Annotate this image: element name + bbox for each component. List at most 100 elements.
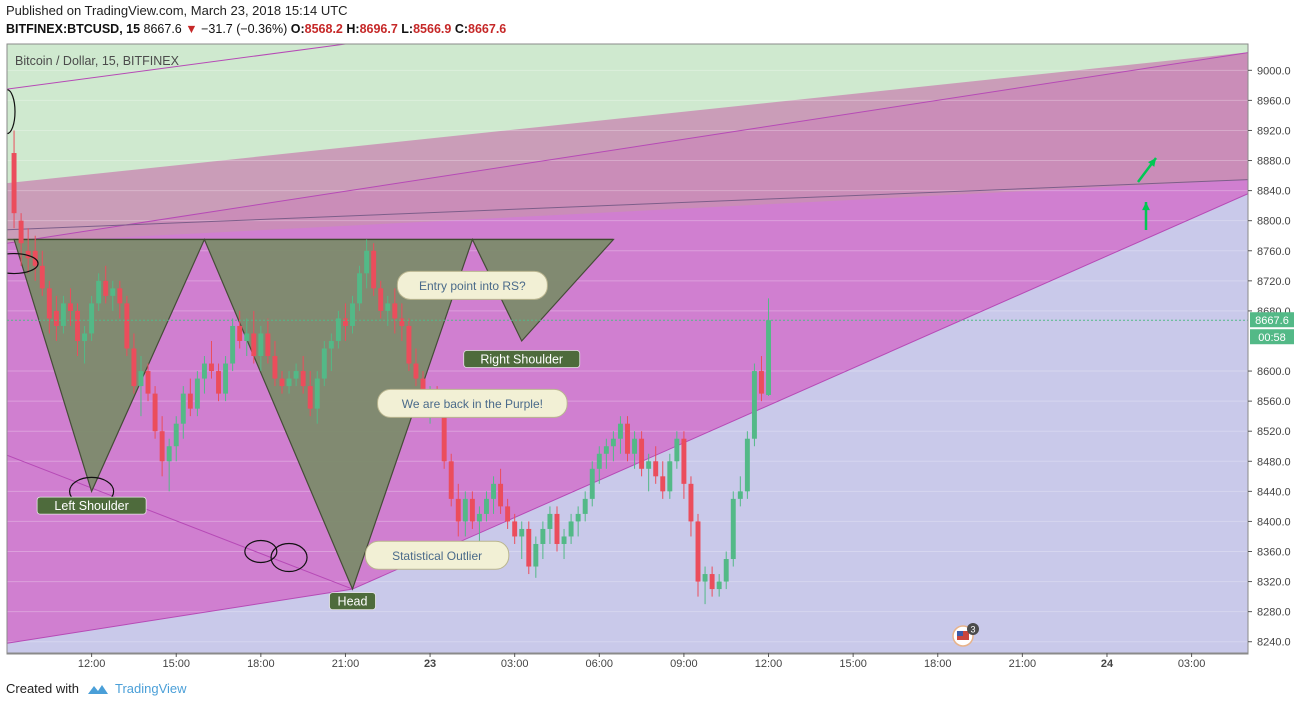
candle-body: [173, 423, 179, 447]
candle-body: [730, 498, 736, 560]
close-label: C:: [454, 22, 469, 36]
candle-body: [378, 288, 384, 311]
symbol-label: BITFINEX:BTCUSD, 15: [6, 22, 141, 36]
candle-body: [688, 483, 694, 522]
y-tick-label: 8280.0: [1257, 607, 1291, 619]
annotation-text: We are back in the Purple!: [402, 397, 543, 411]
y-tick-label: 8600.0: [1257, 366, 1291, 378]
candle-body: [441, 408, 447, 462]
published-caption: Published on TradingView.com, March 23, …: [6, 3, 348, 18]
up-arrow-head: [1142, 202, 1150, 211]
candle-body: [201, 363, 207, 379]
candle-body: [314, 378, 320, 409]
callout-bubble: Entry point into RS?: [396, 270, 548, 300]
candle-body: [469, 498, 475, 522]
candle-body: [744, 438, 750, 492]
candle-body: [18, 220, 24, 244]
flag-canton: [957, 631, 963, 636]
y-tick-label: 8880.0: [1257, 156, 1291, 168]
callout-bg: [396, 270, 548, 300]
x-tick-label: 18:00: [247, 658, 275, 670]
pattern-label: Right Shoulder: [463, 350, 581, 368]
candle-body: [589, 468, 595, 499]
candle-body: [716, 581, 722, 590]
candle-body: [667, 461, 673, 492]
candle-body: [476, 513, 482, 522]
candle-body: [124, 303, 130, 349]
x-tick-label: 15:00: [162, 658, 190, 670]
candle-body: [307, 386, 313, 409]
callout-bg: [377, 388, 568, 418]
candle-body: [512, 521, 518, 537]
candle-body: [328, 340, 334, 349]
x-tick-label: 21:00: [1009, 658, 1037, 670]
descending-support-line: [7, 454, 353, 590]
chart-title: Bitcoin / Dollar, 15, BITFINEX: [15, 54, 180, 68]
change-value: −31.7 (−0.36%): [201, 22, 288, 36]
candle-body: [674, 438, 680, 462]
candle-body: [89, 303, 95, 334]
candle-body: [653, 461, 659, 477]
pattern-label-bg: [36, 496, 147, 515]
pattern-label: Head: [329, 592, 376, 611]
candle-body: [145, 371, 151, 394]
mid-channel-line: [7, 179, 1248, 231]
candle-body: [766, 320, 771, 395]
countdown-tag: [1250, 329, 1294, 345]
candle-body: [660, 476, 666, 492]
candle-body: [11, 153, 17, 214]
candle-body: [681, 438, 687, 484]
candle-body: [554, 513, 560, 544]
candle-body: [526, 528, 532, 567]
x-tick-label: 03:00: [501, 658, 529, 670]
candle-body: [632, 438, 638, 454]
dip-circle-2: [270, 542, 308, 573]
pattern-label: Left Shoulder: [36, 496, 147, 515]
candle-body: [244, 333, 250, 341]
candle-body: [335, 318, 341, 341]
candle-body: [709, 574, 715, 590]
low-label: L:: [401, 22, 414, 36]
down-arrow-icon: ▼: [185, 22, 198, 36]
annotation-text: Head: [338, 595, 368, 609]
x-tick-label: 21:00: [332, 658, 360, 670]
upper-resistance-line: [7, 44, 346, 90]
candle-body: [75, 310, 80, 341]
candle-body: [392, 303, 398, 319]
candle-body: [216, 371, 222, 394]
candle-body: [251, 333, 257, 357]
y-tick-label: 8560.0: [1257, 396, 1291, 408]
candle-body: [455, 498, 461, 522]
diagonal-arrow-head: [1148, 158, 1156, 167]
candle-body: [462, 498, 468, 522]
candle-body: [265, 333, 271, 357]
x-tick-label: 18:00: [924, 658, 952, 670]
x-tick-label: 09:00: [670, 658, 698, 670]
candle-body: [117, 288, 123, 304]
y-tick-label: 8320.0: [1257, 577, 1291, 589]
callout-bubble: Statistical Outlier: [364, 540, 510, 570]
candle-body: [357, 273, 363, 304]
candle-body: [561, 536, 567, 544]
callout-bg: [364, 540, 510, 570]
candle-body: [484, 498, 489, 514]
tradingview-brand-text: TradingView: [114, 681, 187, 696]
y-tick-label: 8240.0: [1257, 637, 1291, 649]
candle-body: [603, 446, 609, 454]
candle-body: [46, 288, 52, 319]
tradingview-link[interactable]: TradingView: [87, 681, 187, 696]
pattern-label-bg: [329, 592, 376, 611]
candle-body: [610, 438, 616, 447]
candle-body: [187, 393, 193, 409]
x-tick-label: 15:00: [839, 658, 867, 670]
annotation-text: Right Shoulder: [480, 353, 563, 367]
open-label: O:: [290, 22, 305, 36]
candle-body: [639, 438, 645, 469]
candle-body: [371, 250, 377, 289]
channel-top-line: [7, 52, 1248, 244]
candle-body: [258, 333, 264, 357]
y-tick-label: 8720.0: [1257, 276, 1291, 288]
dip-circle-1: [244, 539, 278, 564]
high-value: 8696.7: [359, 22, 398, 36]
